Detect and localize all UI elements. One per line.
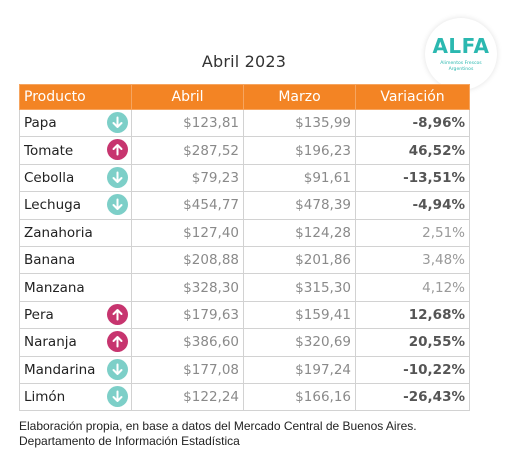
price-march-cell: $478,39 (243, 191, 356, 220)
table-row: Naranja $386,60 $320,69 20,55% (19, 328, 470, 357)
price-march-cell: $197,24 (243, 355, 356, 384)
product-name: Zanahoria (24, 224, 93, 241)
price-march-cell: $196,23 (243, 136, 356, 165)
product-name: Cebolla (24, 169, 75, 186)
table-row: Pera $179,63 $159,41 12,68% (19, 300, 470, 330)
table-row: Mandarina $177,08 $197,24 -10,22% (19, 355, 470, 384)
price-april-cell: $179,63 (131, 300, 244, 330)
product-cell: Manzana (19, 273, 132, 302)
table-header-row: Producto Abril Marzo Variación (19, 84, 470, 110)
variation-cell: -13,51% (355, 163, 470, 193)
table-row: Limón $122,24 $166,16 -26,43% (19, 382, 470, 412)
price-april-cell: $122,24 (131, 382, 244, 412)
product-name: Papa (24, 115, 57, 132)
table-row: Lechuga $454,77 $478,39 -4,94% (19, 191, 470, 220)
column-header-abril: Abril (131, 84, 244, 110)
price-march-cell: $201,86 (243, 245, 356, 275)
product-name: Naranja (24, 334, 77, 351)
product-cell: Papa (19, 108, 132, 138)
price-march-cell: $91,61 (243, 163, 356, 193)
price-march-cell: $159,41 (243, 300, 356, 330)
price-march-cell: $124,28 (243, 218, 356, 247)
arrow-down-icon (107, 194, 128, 216)
product-cell: Lechuga (19, 191, 132, 220)
product-cell: Zanahoria (19, 218, 132, 247)
column-header-producto: Producto (19, 84, 132, 110)
arrow-down-icon (107, 385, 128, 407)
variation-cell: 2,51% (355, 218, 470, 247)
variation-cell: -8,96% (355, 108, 470, 138)
table-row: Manzana $328,30 $315,30 4,12% (19, 273, 470, 302)
product-name: Banana (24, 252, 76, 269)
variation-cell: -26,43% (355, 382, 470, 412)
product-cell: Naranja (19, 328, 132, 357)
product-cell: Pera (19, 300, 132, 330)
price-march-cell: $315,30 (243, 273, 356, 302)
price-april-cell: $79,23 (131, 163, 244, 193)
table-row: Tomate $287,52 $196,23 46,52% (19, 136, 470, 165)
source-note-line: Elaboración propia, en base a datos del … (19, 419, 417, 433)
price-march-cell: $135,99 (243, 108, 356, 138)
alfa-logo: ALFA Alimentos Frescos Argentinos (425, 18, 497, 90)
product-cell: Tomate (19, 136, 132, 165)
product-cell: Mandarina (19, 355, 132, 384)
arrow-down-icon (107, 112, 128, 133)
price-table: Producto Abril Marzo Variación Papa $123,… (19, 84, 470, 412)
product-name: Lechuga (24, 197, 81, 214)
department-line: Departamento de Información Estadística (19, 434, 240, 448)
price-april-cell: $287,52 (131, 136, 244, 165)
variation-cell: -10,22% (355, 355, 470, 384)
arrow-up-icon (107, 139, 128, 161)
variation-cell: -4,94% (355, 191, 470, 220)
price-april-cell: $127,40 (131, 218, 244, 247)
column-header-variacion: Variación (355, 84, 470, 110)
arrow-down-icon (107, 358, 128, 380)
table-row: Cebolla $79,23 $91,61 -13,51% (19, 163, 470, 193)
product-cell: Limón (19, 382, 132, 412)
logo-subtitle: Alimentos Frescos Argentinos (440, 61, 482, 72)
price-march-cell: $320,69 (243, 328, 356, 357)
variation-cell: 12,68% (355, 300, 470, 330)
price-april-cell: $123,81 (131, 108, 244, 138)
table-row: Papa $123,81 $135,99 -8,96% (19, 108, 470, 138)
arrow-up-icon (107, 303, 128, 325)
variation-cell: 4,12% (355, 273, 470, 302)
product-name: Limón (24, 389, 66, 406)
product-name: Manzana (24, 279, 85, 296)
variation-cell: 3,48% (355, 245, 470, 275)
product-name: Pera (24, 306, 54, 323)
arrow-up-icon (107, 331, 128, 353)
price-april-cell: $454,77 (131, 191, 244, 220)
source-note: Elaboración propia, en base a datos del … (19, 419, 417, 449)
price-april-cell: $177,08 (131, 355, 244, 384)
product-cell: Cebolla (19, 163, 132, 193)
variation-cell: 46,52% (355, 136, 470, 165)
price-april-cell: $208,88 (131, 245, 244, 275)
price-april-cell: $328,30 (131, 273, 244, 302)
page-title: Abril 2023 (201, 52, 287, 71)
table-row: Zanahoria $127,40 $124,28 2,51% (19, 218, 470, 247)
arrow-down-icon (107, 166, 128, 188)
product-cell: Banana (19, 245, 132, 275)
price-march-cell: $166,16 (243, 382, 356, 412)
product-name: Tomate (24, 142, 74, 159)
logo-wordmark: ALFA (432, 34, 490, 58)
variation-cell: 20,55% (355, 328, 470, 357)
table-row: Banana $208,88 $201,86 3,48% (19, 245, 470, 275)
product-name: Mandarina (24, 361, 96, 378)
price-april-cell: $386,60 (131, 328, 244, 357)
column-header-marzo: Marzo (243, 84, 356, 110)
